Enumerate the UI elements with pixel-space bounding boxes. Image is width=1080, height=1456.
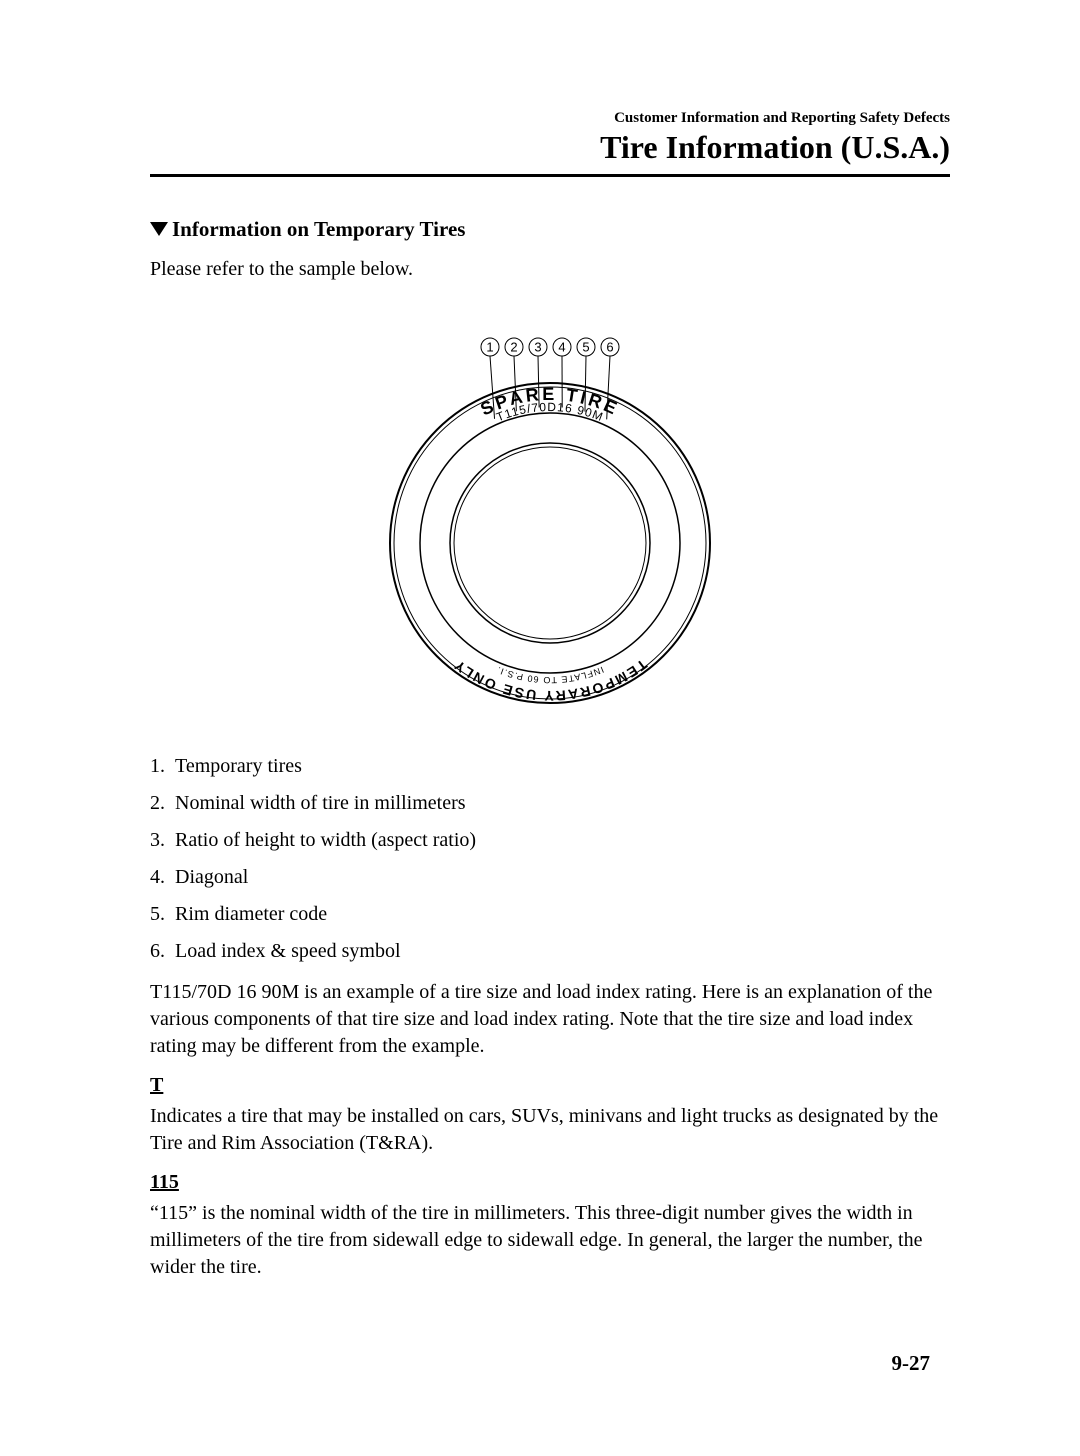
header-rule [150,174,950,177]
header-chapter: Customer Information and Reporting Safet… [150,110,950,127]
subheading-115: 115 [150,1171,950,1194]
list-item-text: Ratio of height to width (aspect ratio) [175,829,476,851]
para-T: Indicates a tire that may be installed o… [150,1103,950,1157]
svg-text:3: 3 [534,340,541,355]
subheading-T: T [150,1074,950,1097]
list-item-text: Rim diameter code [175,903,327,925]
list-item-text: Temporary tires [175,755,302,777]
para-115: “115” is the nominal width of the tire i… [150,1200,950,1281]
list-item: 6. Load index & speed symbol [150,938,950,965]
svg-text:5: 5 [582,340,589,355]
section-title: Information on Temporary Tires [150,217,950,242]
list-item: 1. Temporary tires [150,753,950,780]
list-item: 3. Ratio of height to width (aspect rati… [150,827,950,854]
intro-text: Please refer to the sample below. [150,256,950,283]
tire-diagram: SPARE TIRET115/70D16 90MINFLATE TO 60 P.… [150,333,950,713]
list-item-text: Load index & speed symbol [175,940,401,962]
triangle-down-icon [150,222,168,236]
svg-text:2: 2 [510,340,517,355]
svg-text:1: 1 [486,340,493,355]
page-number: 9-27 [892,1351,931,1376]
example-paragraph: T115/70D 16 90M is an example of a tire … [150,979,950,1060]
header-title: Tire Information (U.S.A.) [150,129,950,166]
page-header: Customer Information and Reporting Safet… [150,110,950,166]
list-item-text: Nominal width of tire in millimeters [175,792,466,814]
svg-text:4: 4 [558,340,565,355]
list-item: 2. Nominal width of tire in millimeters [150,790,950,817]
section-title-text: Information on Temporary Tires [172,217,465,241]
list-item: 5. Rim diameter code [150,901,950,928]
list-item: 4. Diagonal [150,864,950,891]
svg-text:6: 6 [606,340,613,355]
list-item-text: Diagonal [175,866,248,888]
tire-diagram-svg: SPARE TIRET115/70D16 90MINFLATE TO 60 P.… [370,333,730,713]
